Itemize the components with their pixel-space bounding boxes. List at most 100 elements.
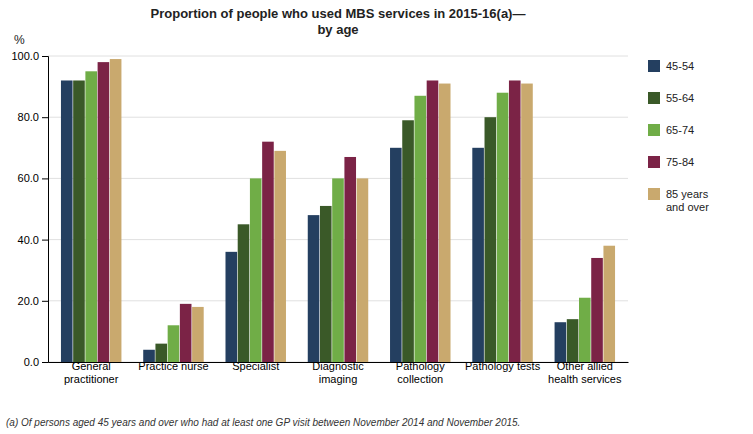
legend-label: 75-84 bbox=[666, 156, 694, 168]
legend-swatch bbox=[648, 92, 660, 104]
series bbox=[61, 80, 566, 362]
x-tick-label-line: practitioner bbox=[64, 373, 119, 385]
bar bbox=[262, 142, 274, 362]
chart: Proportion of people who used MBS servic… bbox=[0, 0, 753, 434]
bar bbox=[402, 120, 414, 362]
legend-label-line: 55-64 bbox=[666, 92, 694, 104]
bar bbox=[567, 319, 579, 362]
x-tick-label: Practice nurse bbox=[138, 360, 208, 372]
legend-label-line: and over bbox=[666, 201, 709, 213]
y-tick: 60.0 bbox=[18, 172, 48, 184]
bar bbox=[414, 96, 426, 362]
y-axis-line bbox=[42, 57, 49, 363]
plot: 0.0 20.0 40.0 60.0 80.0 100.0 Generalpractitio… bbox=[11, 50, 628, 385]
bar bbox=[61, 80, 73, 362]
y-tick-mark bbox=[42, 178, 48, 179]
y-tick-label: 20.0 bbox=[18, 295, 39, 307]
bar bbox=[603, 246, 615, 362]
x-axis: Generalpractitioner Practice nurse Special… bbox=[49, 360, 629, 385]
legend-swatch bbox=[648, 156, 660, 168]
footnote: (a) Of persons aged 45 years and over wh… bbox=[6, 417, 520, 428]
legend-label: 85 yearsand over bbox=[666, 188, 709, 213]
bar bbox=[225, 252, 237, 362]
x-tick: Specialist bbox=[232, 360, 279, 372]
legend-label-line: 85 years bbox=[666, 188, 709, 200]
bar bbox=[357, 178, 369, 362]
bar bbox=[390, 148, 402, 362]
legend: 45-54 55-64 65-74 75-84 85 yearsand over bbox=[648, 60, 709, 213]
y-tick-mark bbox=[42, 117, 48, 118]
x-tick-label-line: Pathology tests bbox=[465, 360, 541, 372]
bar bbox=[320, 206, 332, 362]
y-tick: 0.0 bbox=[24, 356, 48, 368]
y-axis: 0.0 20.0 40.0 60.0 80.0 100.0 bbox=[11, 50, 48, 368]
bar bbox=[427, 80, 439, 362]
x-tick-label: Diagnosticimaging bbox=[312, 360, 364, 385]
x-tick-label: Pathologycollection bbox=[396, 360, 445, 385]
bar bbox=[472, 148, 484, 362]
legend-item: 85 yearsand over bbox=[648, 188, 709, 213]
bar bbox=[85, 71, 97, 362]
bar bbox=[168, 325, 180, 362]
x-tick-label-line: collection bbox=[397, 373, 443, 385]
grid-line bbox=[48, 56, 628, 57]
grid-line bbox=[48, 117, 628, 118]
y-tick-mark bbox=[42, 240, 48, 241]
series bbox=[85, 71, 590, 362]
y-axis-title: % bbox=[14, 33, 25, 47]
x-tick-label: Specialist bbox=[232, 360, 279, 372]
legend-label: 45-54 bbox=[666, 60, 694, 72]
y-tick: 40.0 bbox=[18, 234, 48, 246]
title-line: by age bbox=[317, 22, 358, 37]
x-tick: Practice nurse bbox=[138, 360, 208, 372]
y-tick-mark bbox=[42, 301, 48, 302]
y-tick-mark bbox=[42, 362, 48, 363]
y-tick-label: 0.0 bbox=[24, 356, 39, 368]
bar bbox=[497, 93, 509, 362]
x-tick: Other alliedhealth services bbox=[548, 360, 622, 385]
legend-swatch bbox=[648, 124, 660, 136]
x-tick: Diagnosticimaging bbox=[312, 360, 364, 385]
bar bbox=[344, 157, 356, 362]
y-tick-label: 40.0 bbox=[18, 234, 39, 246]
x-tick: Pathology tests bbox=[465, 360, 541, 372]
x-tick-label-line: health services bbox=[548, 373, 622, 385]
x-tick-label: Pathology tests bbox=[465, 360, 541, 372]
legend-item: 55-64 bbox=[648, 92, 694, 104]
legend-label: 65-74 bbox=[666, 124, 694, 136]
bar bbox=[555, 322, 567, 362]
x-tick-label-line: General bbox=[72, 360, 111, 372]
x-tick-label: Other alliedhealth services bbox=[548, 360, 622, 385]
bars bbox=[61, 59, 615, 362]
y-tick-mark bbox=[42, 56, 48, 57]
bar bbox=[73, 80, 85, 362]
bar bbox=[579, 298, 591, 362]
title: Proportion of people who used MBS servic… bbox=[151, 6, 526, 37]
bar bbox=[332, 178, 344, 362]
bar bbox=[485, 117, 497, 362]
x-tick-label-line: Diagnostic bbox=[312, 360, 364, 372]
series bbox=[98, 62, 603, 362]
y-tick: 100.0 bbox=[11, 50, 48, 62]
legend-label-line: 75-84 bbox=[666, 156, 694, 168]
x-tick-label-line: Practice nurse bbox=[138, 360, 208, 372]
x-tick: Pathologycollection bbox=[396, 360, 445, 385]
bar bbox=[439, 84, 451, 362]
bar bbox=[98, 62, 110, 362]
legend-item: 75-84 bbox=[648, 156, 694, 168]
bar bbox=[521, 84, 533, 362]
y-tick-label: 100.0 bbox=[11, 50, 39, 62]
legend-label-line: 45-54 bbox=[666, 60, 694, 72]
bar bbox=[308, 215, 320, 362]
x-tick-label-line: imaging bbox=[319, 373, 358, 385]
y-tick-label: 60.0 bbox=[18, 172, 39, 184]
bar bbox=[180, 304, 192, 362]
bar bbox=[509, 80, 521, 362]
y-tick-label: 80.0 bbox=[18, 111, 39, 123]
bar bbox=[591, 258, 603, 362]
legend-item: 45-54 bbox=[648, 60, 694, 72]
grid bbox=[48, 56, 628, 362]
x-tick-label: Generalpractitioner bbox=[64, 360, 119, 385]
x-tick-label-line: Pathology bbox=[396, 360, 445, 372]
bar bbox=[238, 224, 250, 362]
